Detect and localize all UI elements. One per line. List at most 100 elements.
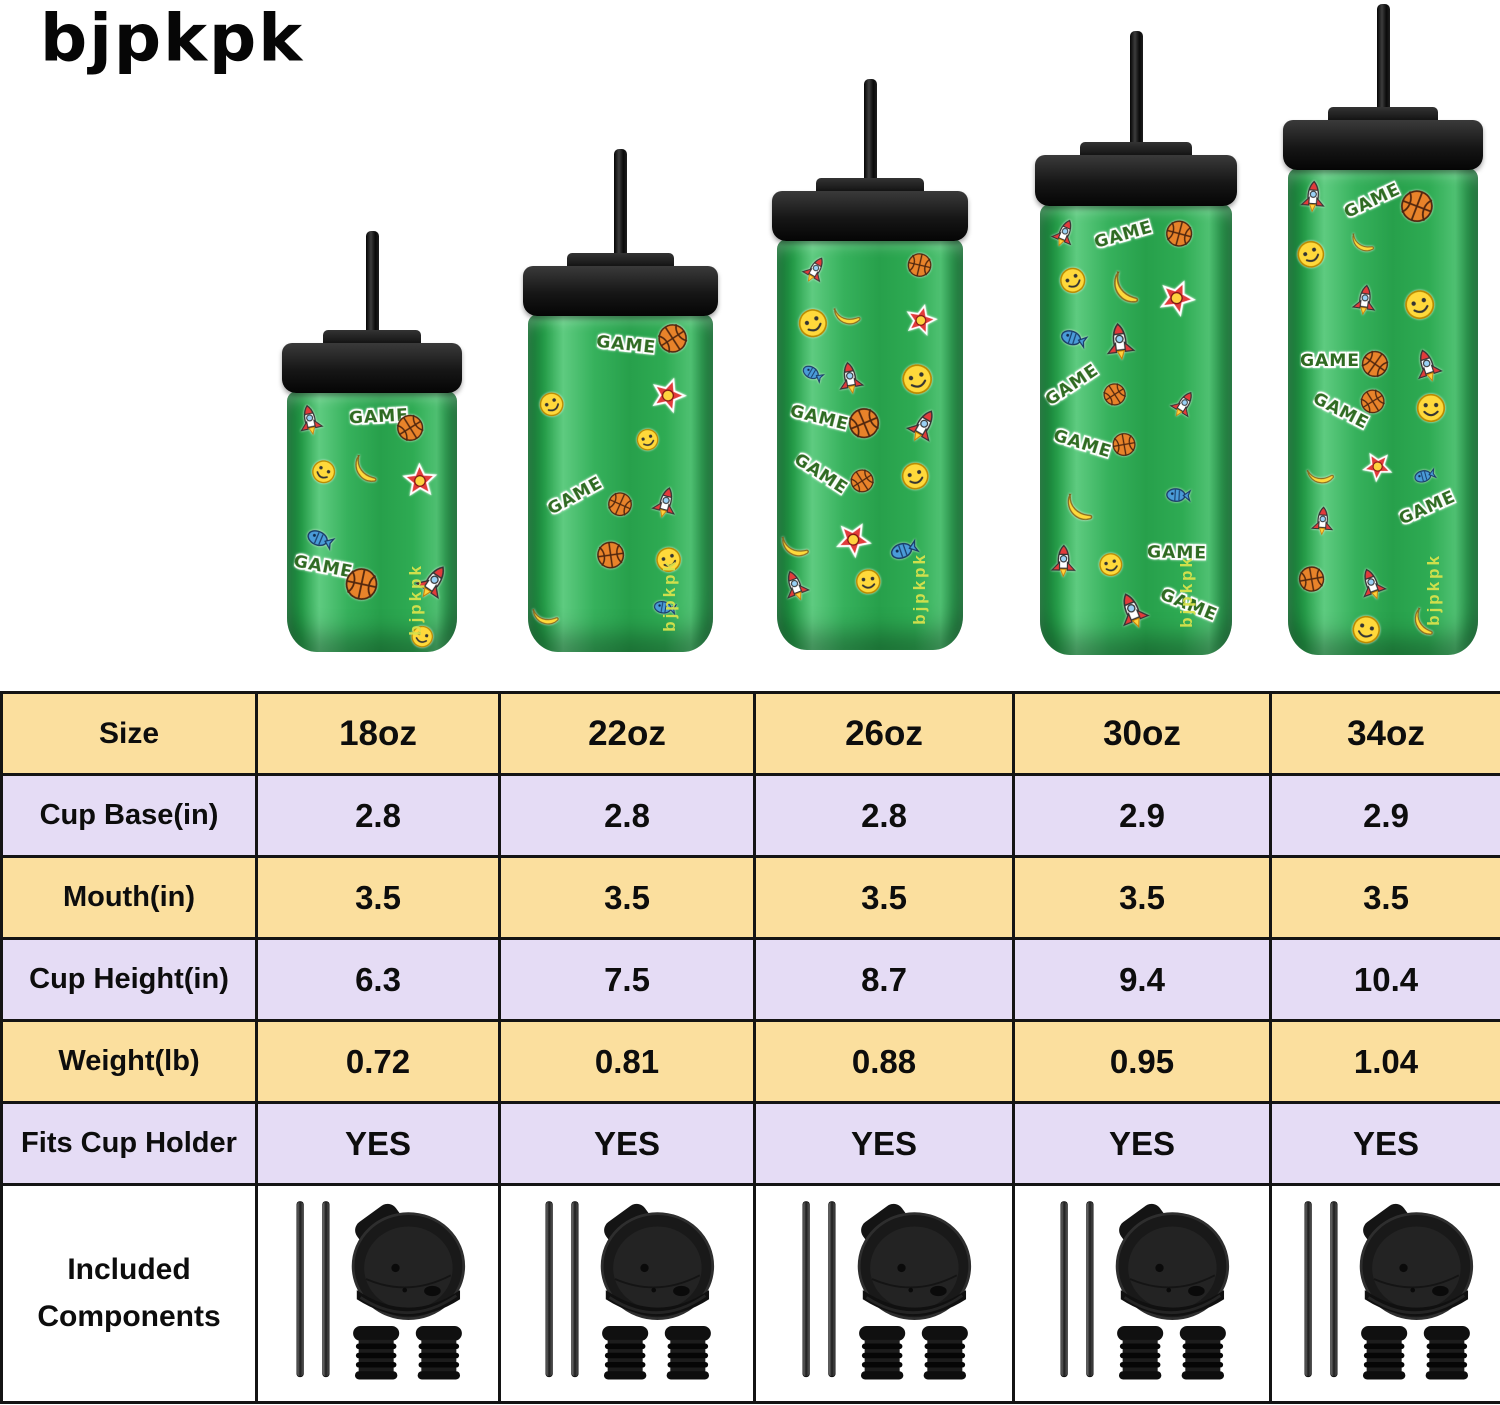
included-components-image [1280,1193,1492,1389]
ball-sticker-icon [842,460,885,504]
table-row-included-components: Included Components [0,1183,1500,1404]
cell-Mouth(in)-30oz: 3.5 [1012,855,1272,940]
row-label-cell: Weight(lb) [0,1019,258,1104]
row-label-cell: Mouth(in) [0,855,258,940]
cell-Cup Height(in)-30oz: 9.4 [1012,937,1272,1022]
tumbler-brand-logo: bjpkpk [909,552,929,626]
included-components-label: Included Components [37,1253,221,1333]
rocket-sticker-icon [1160,382,1205,429]
spec-value: 6.3 [355,960,401,998]
included-components-image [1036,1193,1248,1389]
row-label: Fits Cup Holder [21,1127,237,1159]
spec-value: 2.9 [1119,796,1165,834]
cup-body: bjpkpk [1040,202,1232,655]
size-cell-26oz: 26oz [753,691,1015,776]
cell-Fits Cup Holder-22oz: YES [498,1101,756,1186]
lid-tab [566,253,675,268]
game-sticker-icon [1041,359,1104,414]
cell-Weight(lb)-26oz: 0.88 [753,1019,1015,1104]
fish-sticker-icon [1160,476,1195,516]
smiley-sticker-icon [1049,258,1098,309]
banana-sticker-icon [1061,485,1102,531]
straw [1376,4,1390,129]
rocket-sticker-icon [777,563,819,612]
spec-value: 2.8 [604,796,650,834]
rocket-sticker-icon [1295,178,1332,219]
tumbler-34oz: bjpkpk [1283,4,1483,655]
rocket-sticker-icon [830,357,871,402]
rocket-sticker-icon [1306,504,1339,542]
cup-body: bjpkpk [777,237,963,650]
tumbler-18oz: bjpkpk [282,231,462,652]
straw [365,231,379,352]
rocket-sticker-icon [1042,213,1085,258]
star-sticker-icon [1354,443,1402,493]
table-row: Cup Height(in) 6.3 7.5 8.7 9.4 10.4 [0,937,1500,1022]
cell-Mouth(in)-34oz: 3.5 [1269,855,1500,940]
smiley-sticker-icon [892,453,939,503]
ball-sticker-icon [839,398,891,452]
table-row: Weight(lb) 0.72 0.81 0.88 0.95 1.04 [0,1019,1500,1104]
star-sticker-icon [899,299,943,346]
rocket-sticker-icon [1106,585,1160,642]
lid [1283,120,1483,170]
smiley-sticker-icon [1288,230,1338,283]
size-cell-34oz: 34oz [1269,691,1500,776]
included-components-cell-30oz [1012,1183,1272,1404]
spec-value: 0.81 [594,1042,660,1080]
table-row: Fits Cup Holder YES YES YES YES YES [0,1101,1500,1186]
included-components-cell-18oz [255,1183,501,1404]
spec-value: 3.5 [1119,878,1165,916]
smiley-sticker-icon [1412,389,1451,433]
cell-Fits Cup Holder-26oz: YES [753,1101,1015,1186]
smiley-sticker-icon [1341,606,1389,655]
tumbler-brand-logo: bjpkpk [406,563,426,637]
game-sticker-icon [596,330,657,363]
table-row: Cup Base(in) 2.8 2.8 2.8 2.9 2.9 [0,773,1500,858]
spec-value: YES [1352,1124,1420,1162]
cell-Cup Height(in)-22oz: 7.5 [498,937,756,1022]
size-header-cell: Size [0,691,258,776]
rocket-sticker-icon [1404,342,1451,392]
row-label-cell: Cup Height(in) [0,937,258,1022]
spec-table: Size 18oz 22oz 26oz 30oz 34oz Cup Base(in) 2.8 2… [0,691,1500,1404]
cell-Mouth(in)-18oz: 3.5 [255,855,501,940]
lid [1035,155,1237,206]
star-sticker-icon [825,512,881,570]
cell-Fits Cup Holder-18oz: YES [255,1101,501,1186]
lid-tab [816,178,924,193]
cell-Weight(lb)-22oz: 0.81 [498,1019,756,1104]
cell-Weight(lb)-18oz: 0.72 [255,1019,501,1104]
star-sticker-icon [642,370,693,424]
banana-sticker-icon [345,447,388,494]
rocket-sticker-icon [895,399,949,455]
banana-sticker-icon [1301,453,1344,498]
spec-value: YES [344,1124,412,1162]
included-components-cell-34oz [1269,1183,1500,1404]
spec-value: 3.5 [355,878,401,916]
spec-value: YES [593,1124,661,1162]
cup-body: bjpkpk [1288,166,1478,655]
cell-Cup Height(in)-26oz: 8.7 [753,937,1015,1022]
tumbler-brand-logo: bjpkpk [659,558,679,632]
cell-Fits Cup Holder-30oz: YES [1012,1101,1272,1186]
spec-value: 0.95 [1109,1042,1175,1080]
banana-sticker-icon [1349,226,1379,261]
game-sticker-icon [1050,424,1113,467]
spec-value: 3.5 [861,878,907,916]
spec-value: 1.04 [1353,1042,1419,1080]
size-value: 34oz [1347,713,1425,753]
included-components-image [521,1193,733,1389]
cell-Cup Height(in)-18oz: 6.3 [255,937,501,1022]
size-cell-18oz: 18oz [255,691,501,776]
ball-sticker-icon [337,560,385,612]
lid [523,266,718,316]
size-value: 30oz [1103,713,1181,753]
included-components-cell-22oz [498,1183,756,1404]
size-cell-22oz: 22oz [498,691,756,776]
spec-value: 2.8 [861,796,907,834]
size-value: 18oz [339,713,417,753]
fish-sticker-icon [790,352,832,396]
table-row-size: Size 18oz 22oz 26oz 30oz 34oz [0,691,1500,776]
cell-Fits Cup Holder-34oz: YES [1269,1101,1500,1186]
